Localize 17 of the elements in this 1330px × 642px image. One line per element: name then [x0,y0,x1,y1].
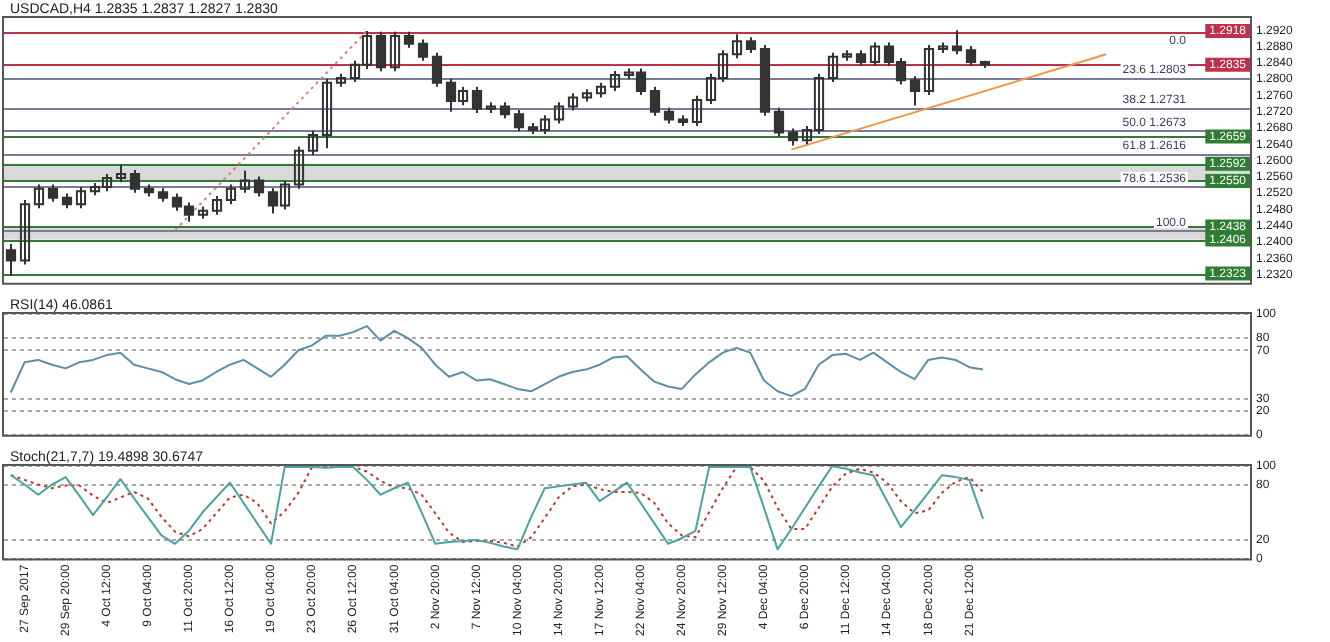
candlestick [869,41,881,68]
candlestick [691,94,703,127]
candlestick [389,30,401,73]
candlestick [553,101,565,125]
candlestick [923,43,935,96]
candlestick [827,51,839,83]
candlestick [307,129,319,156]
candlestick [33,183,45,210]
candlestick [731,33,743,60]
candlestick [211,195,223,216]
candlestick [225,183,237,206]
candlestick [321,77,333,150]
candlestick [75,186,87,210]
candlestick [239,169,251,194]
candlestick [609,69,621,92]
candlestick [293,145,305,190]
candlestick [19,199,31,266]
